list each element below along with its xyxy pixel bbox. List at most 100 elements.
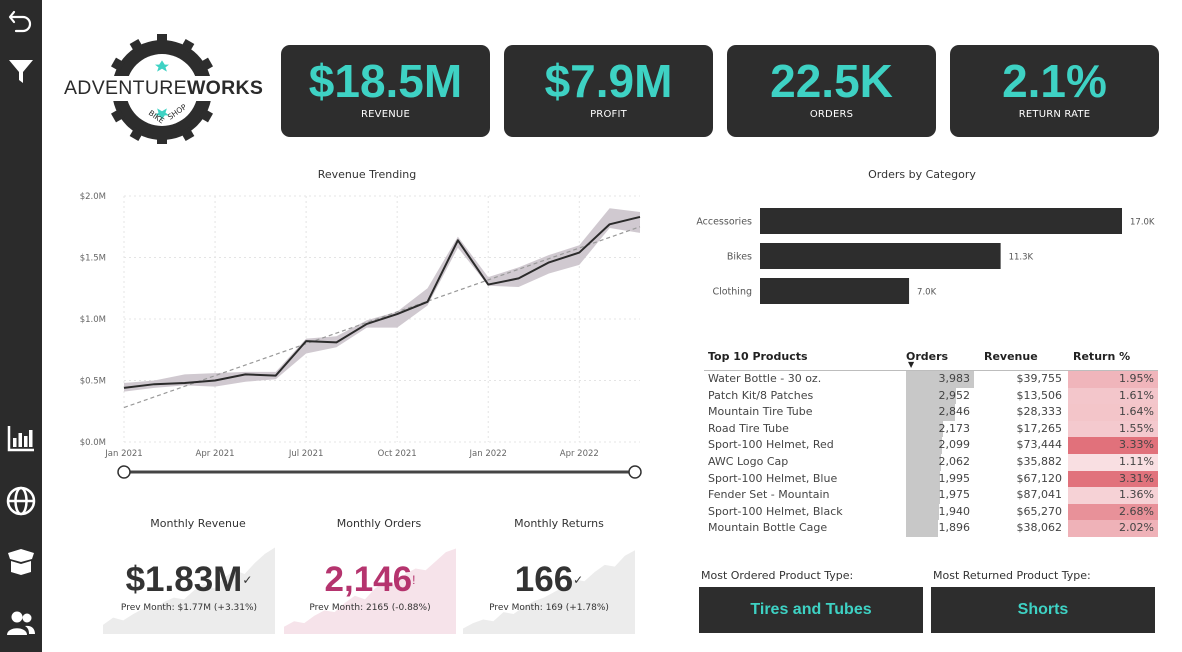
category-bar[interactable]: [760, 208, 1122, 234]
return-pct-value: 1.11%: [1068, 453, 1158, 471]
header-product[interactable]: Top 10 Products: [708, 350, 808, 363]
category-bar[interactable]: [760, 243, 1001, 269]
globe-icon[interactable]: [4, 484, 38, 518]
y-tick-label: $1.0M: [80, 315, 106, 325]
table-row[interactable]: AWC Logo Cap 2,062 $35,882 1.11%: [704, 453, 1158, 471]
revenue-value: $13,506: [1016, 388, 1063, 402]
most-ordered-label: Most Ordered Product Type:: [701, 569, 854, 582]
x-tick-label: Apr 2021: [196, 449, 235, 459]
date-range-end-handle[interactable]: [628, 465, 642, 479]
orders-value: 2,173: [938, 421, 971, 435]
revenue-value: $28,333: [1016, 405, 1063, 419]
kpi-value: 22.5K: [770, 55, 893, 107]
orders-databar: [906, 420, 944, 438]
monthly-returns-title: Monthly Returns: [514, 517, 604, 530]
return-pct-value: 1.61%: [1068, 387, 1158, 405]
box-icon[interactable]: [4, 545, 38, 579]
logo-wordmark: ADVENTUREWORKS: [64, 76, 264, 101]
revenue-line[interactable]: [123, 215, 641, 389]
orders-databar: [906, 387, 957, 405]
kpi-label: ORDERS: [809, 109, 854, 120]
check-icon: ✓: [242, 573, 253, 587]
product-name: Patch Kit/8 Patches: [708, 388, 814, 402]
back-icon[interactable]: [4, 4, 38, 38]
kpi-value: 2.1%: [1002, 55, 1107, 107]
kpi-value: $7.9M: [544, 55, 673, 107]
kpi-orders: 22.5K ORDERS: [727, 45, 936, 137]
return-pct-value: 2.02%: [1068, 520, 1158, 537]
y-tick-label: $2.0M: [80, 192, 106, 202]
product-name: Sport-100 Helmet, Black: [708, 504, 843, 518]
revenue-value: $39,755: [1016, 372, 1063, 385]
revenue-trending-chart[interactable]: $0.0M $0.5M $1.0M $1.5M $2.0M Jan 2021 Apr 20…: [60, 184, 660, 484]
bar-chart-icon[interactable]: [4, 421, 38, 455]
table-row[interactable]: Road Tire Tube 2,173 $17,265 1.55%: [704, 420, 1158, 438]
table-body: Water Bottle - 30 oz. 3,983 $39,755 1.95% Pa…: [704, 371, 1158, 537]
table-row[interactable]: Mountain Tire Tube 2,846 $28,333 1.64%: [704, 404, 1158, 421]
product-name: Sport-100 Helmet, Blue: [708, 471, 838, 485]
users-icon[interactable]: [4, 606, 38, 640]
category-value-label: 17.0K: [1130, 218, 1155, 228]
filter-icon[interactable]: [4, 54, 38, 88]
orders-databar: [906, 520, 939, 537]
category-bar[interactable]: [760, 278, 910, 304]
orders-by-category-chart[interactable]: Accessories 17.0K Bikes 11.3K Clothing 7.0K: [690, 200, 1170, 310]
product-name: Mountain Tire Tube: [708, 405, 813, 419]
monthly-orders-sparkline: [284, 548, 456, 634]
table-row[interactable]: Sport-100 Helmet, Red 2,099 $73,444 3.33%: [704, 437, 1158, 454]
monthly-orders-value: 2,146!: [324, 560, 416, 599]
table-row[interactable]: Sport-100 Helmet, Blue 1,995 $67,120 3.31%: [704, 470, 1158, 488]
revenue-value: $35,882: [1016, 454, 1063, 468]
monthly-orders-prev: Prev Month: 2165 (-0.88%): [309, 603, 431, 613]
category-value-label: 11.3K: [1009, 253, 1034, 263]
return-pct-value: 1.95%: [1068, 371, 1158, 388]
orders-databar: [906, 453, 942, 471]
kpi-return-rate: 2.1% RETURN RATE: [950, 45, 1159, 137]
return-pct-value: 1.64%: [1068, 404, 1158, 421]
category-value-label: 7.0K: [917, 288, 937, 298]
kpi-label: REVENUE: [361, 109, 410, 120]
monthly-returns-card: 166✓ Prev Month: 169 (+1.78%): [463, 537, 635, 634]
revenue-value: $67,120: [1016, 471, 1063, 485]
table-header: Top 10 Products Orders ▼ Revenue Return …: [704, 347, 1158, 371]
product-name: Fender Set - Mountain: [708, 488, 830, 502]
date-range-start-handle[interactable]: [117, 465, 131, 479]
product-name: Mountain Bottle Cage: [708, 521, 828, 535]
table-row[interactable]: Fender Set - Mountain 1,975 $87,041 1.36%: [704, 487, 1158, 504]
category-label: Bikes: [727, 252, 752, 263]
category-chart-title: Orders by Category: [868, 168, 976, 181]
category-label: Accessories: [696, 217, 752, 228]
return-pct-value: 1.55%: [1068, 420, 1158, 438]
table-row[interactable]: Sport-100 Helmet, Black 1,940 $65,270 2.68%: [704, 503, 1158, 521]
x-tick-label: Apr 2022: [560, 449, 599, 459]
table-row[interactable]: Patch Kit/8 Patches 2,952 $13,506 1.61%: [704, 387, 1158, 405]
header-return-pct[interactable]: Return %: [1073, 350, 1131, 363]
product-name: Road Tire Tube: [708, 421, 789, 435]
revenue-value: $38,062: [1016, 521, 1063, 535]
orders-databar: [906, 371, 974, 388]
monthly-revenue-title: Monthly Revenue: [150, 517, 246, 530]
orders-value: 1,975: [938, 488, 971, 502]
most-returned-value: Shorts: [931, 587, 1155, 633]
orders-value: 1,940: [938, 504, 971, 518]
kpi-value: $18.5M: [308, 55, 463, 107]
monthly-orders-title: Monthly Orders: [336, 517, 422, 530]
kpi-revenue: $18.5M REVENUE: [281, 45, 490, 137]
orders-value: 2,062: [938, 454, 971, 468]
header-revenue[interactable]: Revenue: [984, 350, 1038, 363]
kpi-profit: $7.9M PROFIT: [504, 45, 713, 137]
y-tick-label: $0.5M: [80, 377, 106, 387]
monthly-revenue-prev: Prev Month: $1.77M (+3.31%): [120, 603, 258, 613]
orders-value: 1,896: [938, 521, 971, 535]
x-tick-label: Jul 2021: [288, 449, 324, 459]
table-row[interactable]: Mountain Bottle Cage 1,896 $38,062 2.02%: [704, 520, 1158, 537]
header-orders[interactable]: Orders: [906, 350, 949, 363]
sparkline-area: [463, 550, 635, 634]
table-row[interactable]: Water Bottle - 30 oz. 3,983 $39,755 1.95%: [704, 371, 1158, 388]
monthly-orders-card: 2,146! Prev Month: 2165 (-0.88%): [284, 537, 456, 634]
most-ordered-value: Tires and Tubes: [699, 587, 923, 633]
x-tick-label: Jan 2021: [104, 449, 142, 459]
most-returned-label: Most Returned Product Type:: [933, 569, 1091, 582]
monthly-revenue-value: $1.83M✓: [125, 560, 253, 599]
orders-databar: [906, 503, 940, 521]
